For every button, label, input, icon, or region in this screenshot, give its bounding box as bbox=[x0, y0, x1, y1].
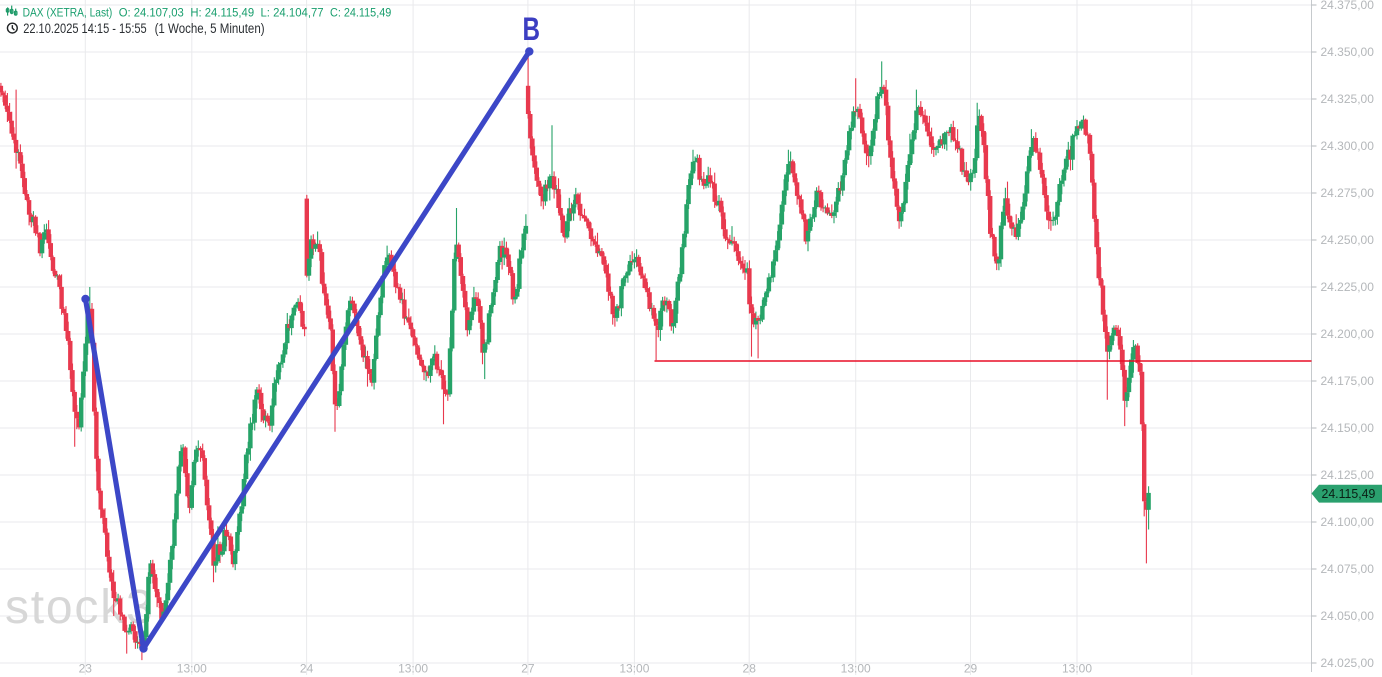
svg-text:13:00: 13:00 bbox=[619, 662, 649, 676]
svg-text:27: 27 bbox=[521, 662, 535, 676]
svg-text:24.350,00: 24.350,00 bbox=[1321, 45, 1375, 59]
svg-text:13:00: 13:00 bbox=[841, 662, 871, 676]
svg-text:24.150,00: 24.150,00 bbox=[1321, 421, 1375, 435]
svg-text:24.100,00: 24.100,00 bbox=[1321, 515, 1375, 529]
svg-text:13:00: 13:00 bbox=[398, 662, 428, 676]
svg-text:24.025,00: 24.025,00 bbox=[1321, 656, 1375, 670]
svg-text:29: 29 bbox=[964, 662, 978, 676]
svg-text:O: 24.107,03: O: 24.107,03 bbox=[119, 5, 184, 19]
svg-text:24.075,00: 24.075,00 bbox=[1321, 562, 1375, 576]
svg-text:24.250,00: 24.250,00 bbox=[1321, 233, 1375, 247]
svg-text:13:00: 13:00 bbox=[177, 662, 207, 676]
svg-text:24.200,00: 24.200,00 bbox=[1321, 327, 1375, 341]
svg-text:13:00: 13:00 bbox=[1062, 662, 1092, 676]
svg-text:24.275,00: 24.275,00 bbox=[1321, 186, 1375, 200]
svg-text:stock3: stock3 bbox=[5, 581, 155, 634]
svg-text:24.175,00: 24.175,00 bbox=[1321, 374, 1375, 388]
svg-text:24.300,00: 24.300,00 bbox=[1321, 139, 1375, 153]
svg-text:23: 23 bbox=[79, 662, 93, 676]
svg-text:22.10.2025 14:15 - 15:55: 22.10.2025 14:15 - 15:55 bbox=[23, 21, 147, 36]
svg-text:24.050,00: 24.050,00 bbox=[1321, 609, 1375, 623]
svg-text:28: 28 bbox=[743, 662, 757, 676]
svg-text:B: B bbox=[523, 11, 541, 47]
svg-text:DAX (XETRA, Last): DAX (XETRA, Last) bbox=[23, 5, 113, 19]
svg-text:24.375,00: 24.375,00 bbox=[1321, 0, 1375, 12]
svg-text:24.325,00: 24.325,00 bbox=[1321, 92, 1375, 106]
svg-text:24.125,00: 24.125,00 bbox=[1321, 468, 1375, 482]
svg-text:C: 24.115,49: C: 24.115,49 bbox=[330, 5, 391, 19]
svg-text:24.225,00: 24.225,00 bbox=[1321, 280, 1375, 294]
svg-text:24: 24 bbox=[300, 662, 314, 676]
svg-text:L: 24.104,77: L: 24.104,77 bbox=[261, 5, 324, 19]
svg-text:24.115,49: 24.115,49 bbox=[1322, 487, 1376, 501]
svg-text:H: 24.115,49: H: 24.115,49 bbox=[190, 5, 254, 19]
svg-text:(1 Woche, 5 Minuten): (1 Woche, 5 Minuten) bbox=[155, 21, 265, 36]
